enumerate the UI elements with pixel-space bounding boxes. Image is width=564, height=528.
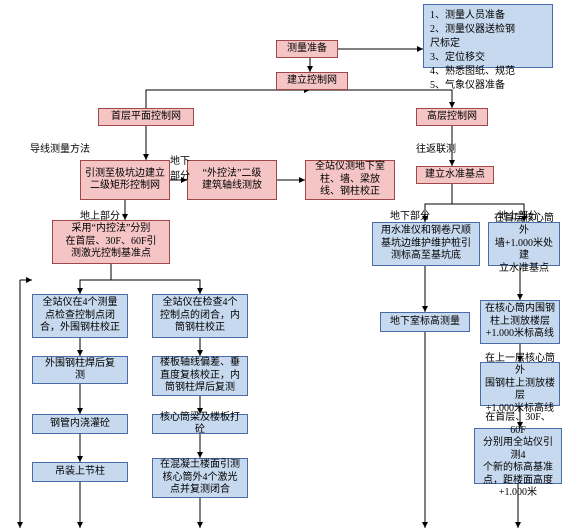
flow-node-survey_prep: 测量准备 [276, 40, 338, 58]
flow-node-prep_list: 1、测量人员准备 2、测量仪器送检钢 尺标定 3、定位移交 4、熟悉图纸、规范 … [423, 4, 553, 68]
flow-node-n_a1: 在首层核心筒外 墙+1.000米处建 立水准基点 [488, 222, 560, 266]
flow-node-n_u2: 地下室标高测量 [380, 312, 470, 332]
flow-node-n7a: 钢管内浇灌砼 [32, 414, 128, 434]
flow-node-build_ctrl: 建立控制网 [276, 72, 348, 90]
flow-node-n_a2: 在核心筒内围钢 柱上测放楼层 +1.000米标高线 [480, 300, 560, 344]
flow-node-n_u1: 用水准仪和钢卷尺顺 基坑边维护维护桩引 测标高至基坑底 [372, 222, 480, 266]
flow-node-n8a: 吊装上节柱 [32, 462, 128, 482]
flow-node-n6b: 楼板轴线偏差、垂 直度复核校正，内 筒钢柱焊后复测 [152, 356, 248, 396]
edge-label: 导线测量方法 [30, 140, 90, 155]
flow-node-n7b: 核心筒梁及楼板打砼 [152, 414, 248, 434]
flow-node-n_a3: 在上一层核心筒外 围钢柱上测放楼层 +1.000米标高线 [480, 362, 560, 406]
flow-node-n8b: 在混凝土楼面引测 核心筒外4个激光 点并复测闭合 [152, 458, 248, 498]
flow-node-n5b: 全站仪在检查4个 控制点的闭合，内 筒钢柱校正 [152, 294, 248, 338]
flow-node-n2: “外控法”二级 建筑轴线测放 [187, 160, 277, 200]
flowchart-canvas: 1、测量人员准备 2、测量仪器送检钢 尺标定 3、定位移交 4、熟悉图纸、规范 … [0, 0, 564, 528]
flow-node-n4: 采用“内控法”分别 在首层、30F、60F引 测激光控制基准点 [52, 220, 170, 264]
flow-node-n5a: 全站仪在4个测量 点检查控制点闭 合，外围钢柱校正 [32, 294, 128, 338]
flow-node-n6a: 外围钢柱焊后复 测 [32, 356, 128, 384]
edge-label: 地下部分 [390, 207, 430, 222]
flow-node-estab_level: 建立水准基点 [416, 166, 494, 184]
flow-node-n3: 全站仪测地下室 柱、墙、梁放 线、钢柱校正 [305, 160, 395, 200]
flow-node-n_a4: 在首层、30F、60F 分别用全站仪引测4 个新的标高基准 点，距楼面高度 +1… [474, 428, 562, 484]
flow-node-first_plane: 首层平面控制网 [98, 108, 194, 126]
edge-label: 往返联测 [416, 140, 456, 155]
edge-label: 地上部分 [80, 207, 120, 222]
flow-node-n1: 引测至极坑边建立 二级矩形控制网 [80, 160, 170, 200]
edge-label: 地上部分 [498, 207, 538, 222]
edge-label: 地下 部分 [170, 152, 190, 182]
flow-node-elev_ctrl: 高层控制网 [416, 108, 488, 126]
